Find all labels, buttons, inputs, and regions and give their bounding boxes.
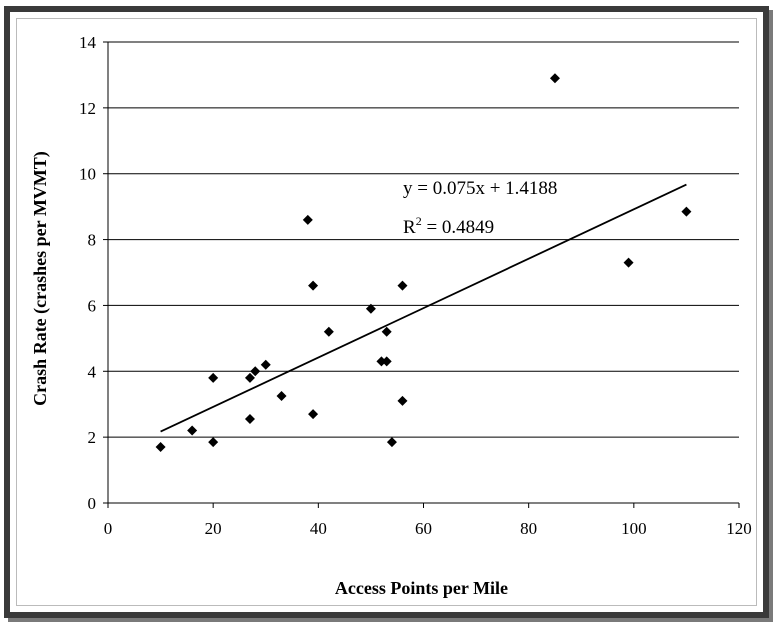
- data-point-7: [260, 359, 271, 370]
- data-point-11: [308, 409, 319, 420]
- data-point-1: [187, 425, 198, 436]
- x-tick-label-100: 100: [621, 519, 647, 538]
- x-tick-label-40: 40: [310, 519, 327, 538]
- x-tick-label-80: 80: [520, 519, 537, 538]
- data-point-9: [302, 214, 313, 225]
- y-tick-label-6: 6: [88, 296, 97, 315]
- chart-area: [16, 18, 757, 606]
- y-tick-label-0: 0: [88, 494, 97, 513]
- data-point-22: [681, 206, 692, 217]
- data-point-5: [244, 372, 255, 383]
- trendline: [160, 183, 687, 433]
- y-tick-label-14: 14: [79, 33, 97, 52]
- r-squared-value: = 0.4849: [422, 217, 494, 238]
- data-point-0: [155, 442, 166, 453]
- x-tick-label-60: 60: [415, 519, 432, 538]
- r-squared-label: R2 = 0.4849: [403, 214, 494, 238]
- x-tick-label-0: 0: [104, 519, 113, 538]
- x-tick-labels: 0 20 40 60 80 100 120: [104, 519, 752, 538]
- y-tick-label-2: 2: [88, 428, 97, 447]
- r-squared-prefix: R: [403, 217, 416, 238]
- x-tick-label-120: 120: [726, 519, 752, 538]
- data-point-17: [386, 437, 397, 448]
- data-point-12: [323, 326, 334, 337]
- y-tick-label-8: 8: [88, 231, 97, 250]
- y-axis-title: Crash Rate (crashes per MVMT): [30, 151, 51, 406]
- data-point-10: [308, 280, 319, 291]
- data-point-4: [244, 414, 255, 425]
- data-point-15: [381, 326, 392, 337]
- y-tick-label-12: 12: [79, 99, 96, 118]
- axes: [103, 41, 740, 508]
- data-point-20: [549, 73, 560, 84]
- data-point-2: [208, 437, 219, 448]
- x-axis-title: Access Points per Mile: [335, 578, 508, 598]
- data-point-16: [381, 356, 392, 367]
- r-squared-exponent: 2: [416, 214, 422, 228]
- trendline-group: [160, 183, 687, 433]
- x-tick-label-20: 20: [205, 519, 222, 538]
- data-point-21: [623, 257, 634, 268]
- data-point-14: [376, 356, 387, 367]
- data-point-6: [250, 366, 261, 377]
- gridlines: [108, 41, 739, 438]
- y-tick-label-10: 10: [79, 165, 96, 184]
- trendline-equation: y = 0.075x + 1.4188: [403, 178, 557, 199]
- data-point-8: [276, 390, 287, 401]
- data-point-19: [397, 395, 408, 406]
- data-point-3: [208, 372, 219, 383]
- y-tick-labels: 0 2 4 6 8 10 12 14: [79, 33, 97, 513]
- data-points: [155, 73, 692, 453]
- data-point-18: [397, 280, 408, 291]
- data-point-13: [365, 303, 376, 314]
- y-tick-label-4: 4: [88, 362, 97, 381]
